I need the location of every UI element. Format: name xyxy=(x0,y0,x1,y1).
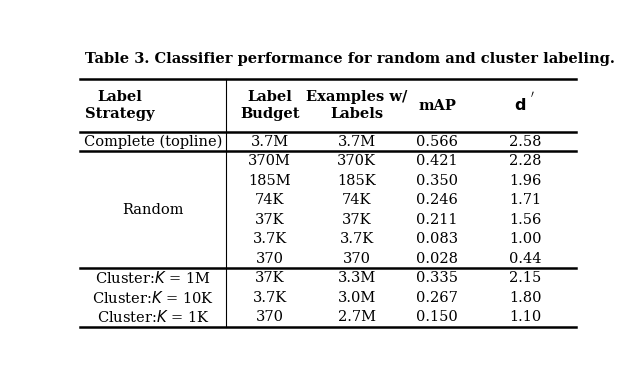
Text: Examples w/
Labels: Examples w/ Labels xyxy=(306,90,407,121)
Text: Label
Budget: Label Budget xyxy=(240,90,300,121)
Text: 0.335: 0.335 xyxy=(416,271,458,285)
Text: $\mathbf{'}$: $\mathbf{'}$ xyxy=(530,92,535,105)
Text: 0.566: 0.566 xyxy=(416,135,458,149)
Text: 0.150: 0.150 xyxy=(416,310,458,324)
Text: 3.7K: 3.7K xyxy=(339,232,374,246)
Text: 74K: 74K xyxy=(255,193,284,207)
Text: 1.71: 1.71 xyxy=(509,193,541,207)
Text: 74K: 74K xyxy=(342,193,371,207)
Text: $\mathbf{d}$: $\mathbf{d}$ xyxy=(514,97,526,114)
Text: Cluster:$K$ = 1M: Cluster:$K$ = 1M xyxy=(95,270,211,286)
Text: 1.80: 1.80 xyxy=(509,291,541,305)
Text: 370M: 370M xyxy=(248,154,291,168)
Text: 370: 370 xyxy=(256,310,284,324)
Text: 0.083: 0.083 xyxy=(416,232,458,246)
Text: Random: Random xyxy=(122,203,184,217)
Text: 37K: 37K xyxy=(255,271,285,285)
Text: 0.246: 0.246 xyxy=(416,193,458,207)
Text: 1.10: 1.10 xyxy=(509,310,541,324)
Text: 3.7K: 3.7K xyxy=(253,232,287,246)
Text: 3.7M: 3.7M xyxy=(251,135,289,149)
Text: 2.28: 2.28 xyxy=(509,154,541,168)
Text: 0.028: 0.028 xyxy=(416,251,458,266)
Text: 3.0M: 3.0M xyxy=(337,291,376,305)
Text: 2.15: 2.15 xyxy=(509,271,541,285)
Text: Table 3. Classifier performance for random and cluster labeling.: Table 3. Classifier performance for rand… xyxy=(85,52,615,66)
Text: 2.58: 2.58 xyxy=(509,135,541,149)
Text: 370K: 370K xyxy=(337,154,376,168)
Text: 1.56: 1.56 xyxy=(509,213,541,227)
Text: 0.350: 0.350 xyxy=(416,174,458,188)
Text: 370: 370 xyxy=(256,251,284,266)
Text: 1.96: 1.96 xyxy=(509,174,541,188)
Text: Label
Strategy: Label Strategy xyxy=(85,90,154,121)
Text: 185K: 185K xyxy=(337,174,376,188)
Text: 0.211: 0.211 xyxy=(417,213,458,227)
Text: 3.3M: 3.3M xyxy=(337,271,376,285)
Text: Complete (topline): Complete (topline) xyxy=(84,135,222,149)
Text: 0.44: 0.44 xyxy=(509,251,541,266)
Text: 0.267: 0.267 xyxy=(416,291,458,305)
Text: 370: 370 xyxy=(342,251,371,266)
Text: Cluster:$K$ = 10K: Cluster:$K$ = 10K xyxy=(92,289,214,305)
Text: 1.00: 1.00 xyxy=(509,232,541,246)
Text: Cluster:$K$ = 1K: Cluster:$K$ = 1K xyxy=(97,309,209,325)
Text: 3.7M: 3.7M xyxy=(337,135,376,149)
Text: 37K: 37K xyxy=(342,213,371,227)
Text: 185M: 185M xyxy=(248,174,291,188)
Text: mAP: mAP xyxy=(418,99,456,112)
Text: 3.7K: 3.7K xyxy=(253,291,287,305)
Text: 2.7M: 2.7M xyxy=(337,310,376,324)
Text: 0.421: 0.421 xyxy=(416,154,458,168)
Text: 37K: 37K xyxy=(255,213,285,227)
